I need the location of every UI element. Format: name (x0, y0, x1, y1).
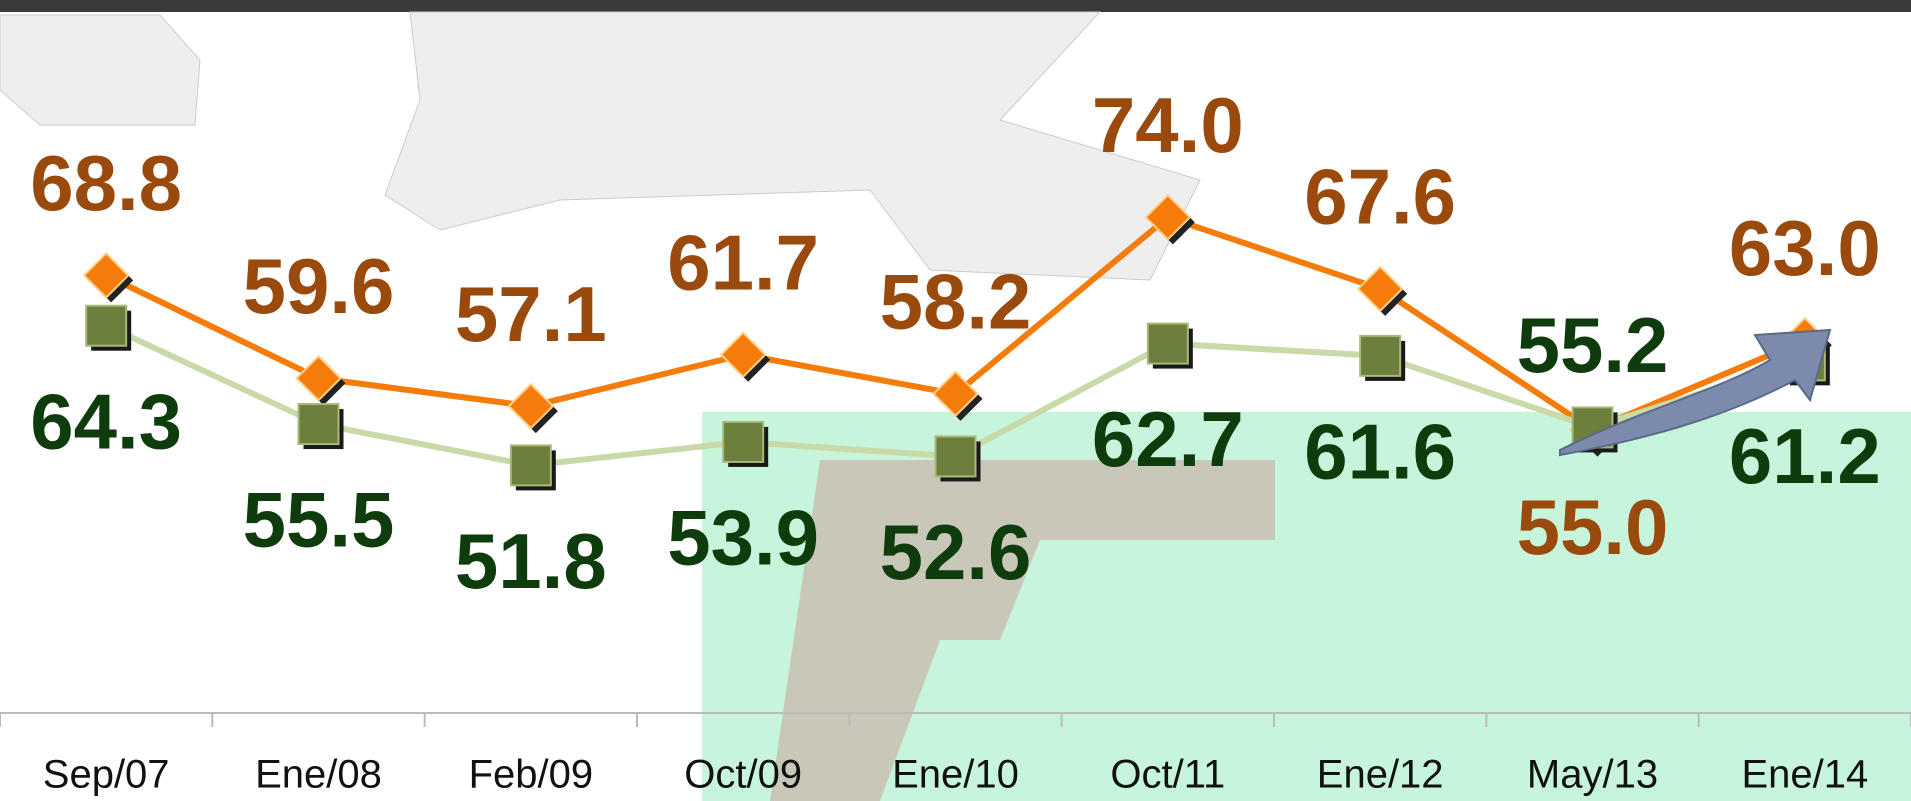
watermark (384, 11, 1201, 281)
marker (85, 304, 128, 347)
marker (297, 403, 340, 446)
top-bar (0, 0, 1911, 12)
x-tick-label: Oct/11 (1110, 753, 1225, 797)
data-label: 62.7 (1092, 395, 1244, 483)
marker (932, 370, 979, 418)
marker (1356, 265, 1404, 313)
data-label: 61.6 (1304, 407, 1456, 495)
x-tick-label: Ene/08 (255, 753, 382, 797)
data-label: 55.2 (1517, 301, 1669, 389)
x-tick-label: May/13 (1527, 753, 1658, 797)
data-label: 68.8 (30, 139, 182, 227)
arrow (1559, 328, 1832, 457)
data-label: 67.6 (1304, 152, 1456, 240)
x-tick-label: Ene/14 (1741, 753, 1868, 797)
data-label: 74.0 (1092, 81, 1244, 169)
data-label: 57.1 (455, 270, 607, 358)
data-label: 58.2 (880, 257, 1032, 345)
x-tick-label: Sep/07 (43, 753, 170, 797)
x-tick-label: Oct/09 (684, 753, 802, 797)
data-label: 55.0 (1517, 483, 1669, 571)
x-tick-label: Ene/10 (892, 753, 1019, 797)
data-label: 59.6 (243, 242, 395, 330)
plot: Sep/07 Ene/08 Feb/09 Oct/09 Ene/10 Oct/11 Ene/… (0, 81, 1911, 797)
data-label: 53.9 (667, 494, 819, 582)
x-tick-label: Ene/12 (1317, 753, 1444, 797)
marker (1146, 322, 1189, 365)
marker (509, 444, 552, 487)
data-label: 63.0 (1729, 204, 1881, 292)
data-label: 55.5 (243, 476, 395, 564)
watermark-figure (770, 460, 1275, 801)
marker (295, 354, 342, 402)
marker (934, 435, 977, 478)
data-label: 64.3 (30, 377, 182, 465)
marker (1359, 334, 1402, 377)
data-label: 52.6 (880, 508, 1032, 596)
x-tick-label: Feb/09 (469, 753, 594, 797)
data-label: 51.8 (455, 517, 607, 605)
marker (82, 252, 130, 299)
marker (1144, 193, 1192, 241)
data-label: 61.7 (667, 218, 819, 306)
marker (507, 382, 555, 430)
watermark (0, 14, 201, 126)
data-label: 61.2 (1729, 412, 1881, 500)
marker (719, 331, 767, 379)
marker (722, 420, 765, 463)
